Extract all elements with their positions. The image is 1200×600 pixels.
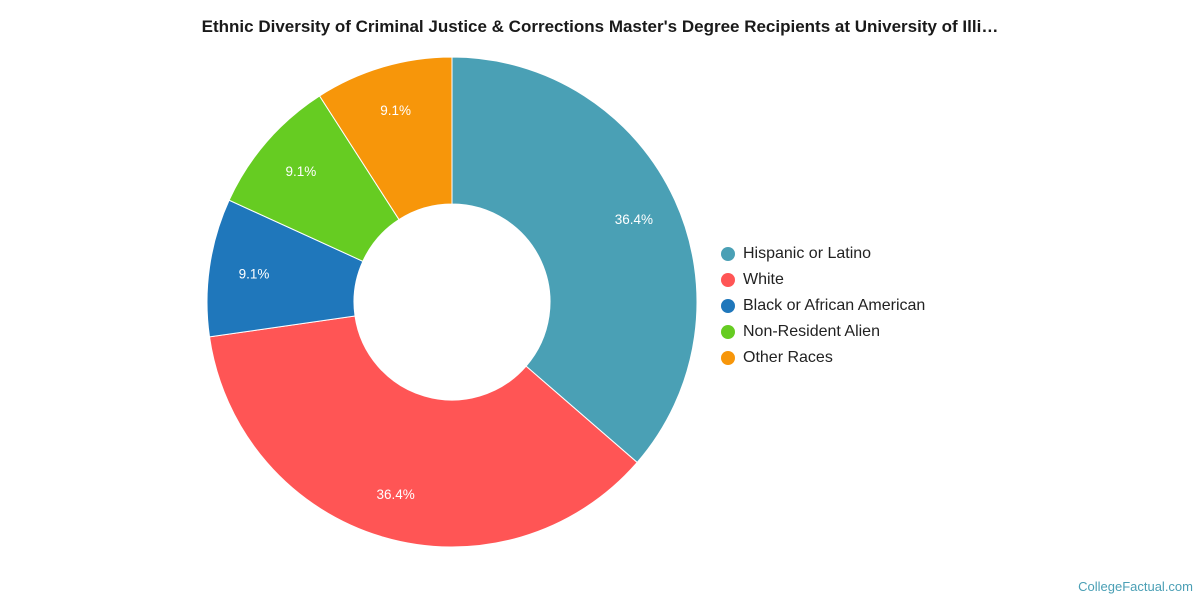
slice-white[interactable] bbox=[208, 315, 638, 548]
legend-label: Other Races bbox=[743, 349, 833, 366]
labels-group: 36.4% 36.4% 9.1% 9.1% 9.1% bbox=[239, 103, 653, 502]
chart-title: Ethnic Diversity of Criminal Justice & C… bbox=[201, 17, 999, 36]
legend-label: Non-Resident Alien bbox=[743, 323, 880, 340]
legend-swatch bbox=[721, 273, 735, 287]
legend-swatch bbox=[721, 351, 735, 365]
legend-item[interactable]: Non-Resident Alien bbox=[721, 319, 925, 345]
slice-label: 9.1% bbox=[239, 267, 270, 282]
legend-item[interactable]: White bbox=[721, 267, 925, 293]
legend-item[interactable]: Other Races bbox=[721, 345, 925, 371]
legend-item[interactable]: Hispanic or Latino bbox=[721, 241, 925, 267]
slice-label: 9.1% bbox=[380, 103, 411, 118]
legend: Hispanic or Latino White Black or African … bbox=[721, 241, 925, 371]
legend-label: Black or African American bbox=[743, 297, 926, 314]
slice-hispanic-or-latino[interactable] bbox=[451, 56, 698, 464]
slice-label: 36.4% bbox=[377, 487, 415, 502]
legend-label: Hispanic or Latino bbox=[743, 245, 872, 262]
legend-label: White bbox=[743, 271, 784, 288]
slice-label: 9.1% bbox=[285, 164, 316, 179]
slices-group bbox=[206, 56, 698, 548]
legend-item[interactable]: Black or African American bbox=[721, 293, 925, 319]
legend-swatch bbox=[721, 325, 735, 339]
source-credit[interactable]: CollegeFactual.com bbox=[1078, 579, 1193, 594]
slice-label: 36.4% bbox=[615, 212, 653, 227]
legend-swatch bbox=[721, 299, 735, 313]
legend-swatch bbox=[721, 247, 735, 261]
slice-other-races[interactable] bbox=[318, 56, 453, 221]
